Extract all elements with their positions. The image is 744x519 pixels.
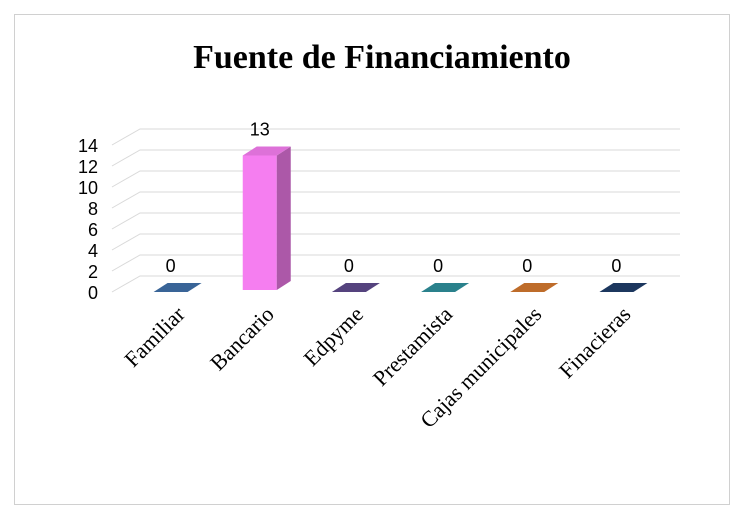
grid-line [111, 191, 680, 209]
bar-top [153, 283, 202, 292]
bar-top [421, 283, 470, 292]
bar [331, 283, 380, 292]
grid-line [111, 212, 680, 230]
y-tick-label: 6 [88, 220, 98, 240]
grid-line [111, 170, 680, 188]
y-tick-label: 12 [78, 157, 98, 177]
grid-line [111, 275, 680, 293]
value-label: 0 [611, 256, 621, 276]
y-tick-label: 0 [88, 283, 98, 303]
bar [153, 283, 202, 292]
grid-line [111, 233, 680, 251]
y-tick-label: 8 [88, 199, 98, 219]
bar-top [599, 283, 648, 292]
chart-border [14, 14, 730, 505]
bar [421, 283, 470, 292]
chart-title: Fuente de Financiamiento [193, 39, 571, 76]
value-label: 0 [344, 256, 354, 276]
bar [510, 283, 559, 292]
bar [599, 283, 648, 292]
grid-line [111, 254, 680, 272]
bar-top [331, 283, 380, 292]
bar-top [510, 283, 559, 292]
y-tick-label: 14 [78, 136, 98, 156]
grid-line [111, 149, 680, 167]
bar-front [242, 155, 277, 290]
value-label: 0 [433, 256, 443, 276]
value-label: 0 [522, 256, 532, 276]
value-label: 13 [250, 119, 270, 139]
bar-side [276, 146, 291, 290]
grid-line [111, 128, 680, 146]
value-label: 0 [166, 256, 176, 276]
y-tick-label: 4 [88, 241, 98, 261]
bar [242, 146, 291, 290]
y-tick-label: 10 [78, 178, 98, 198]
bar-top [242, 146, 291, 156]
y-tick-label: 2 [88, 262, 98, 282]
